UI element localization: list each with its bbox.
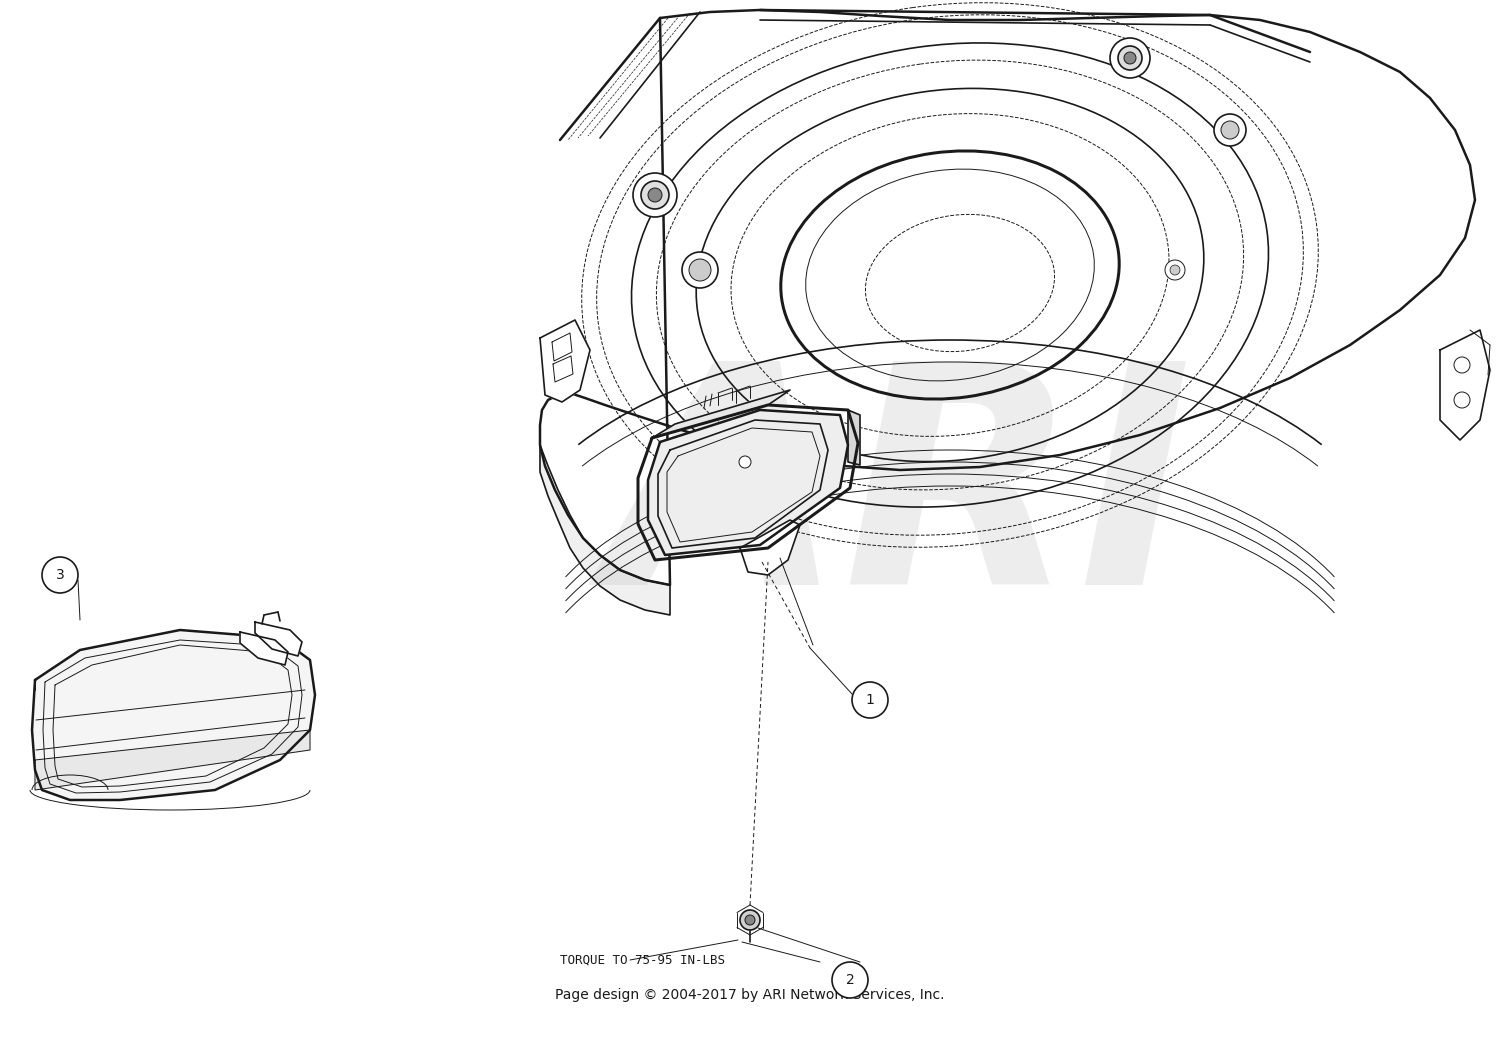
Circle shape (1166, 260, 1185, 280)
Circle shape (1124, 52, 1136, 64)
Circle shape (852, 682, 888, 718)
Circle shape (1214, 114, 1246, 146)
Text: 3: 3 (56, 568, 64, 582)
Circle shape (740, 456, 752, 468)
Circle shape (740, 910, 760, 930)
Text: Page design © 2004-2017 by ARI Network Services, Inc.: Page design © 2004-2017 by ARI Network S… (555, 988, 945, 1002)
Polygon shape (540, 10, 1474, 585)
Circle shape (1454, 357, 1470, 373)
Circle shape (1110, 38, 1150, 78)
Polygon shape (255, 622, 302, 656)
Text: TORQUE TO 75-95 IN-LBS: TORQUE TO 75-95 IN-LBS (560, 953, 724, 966)
Circle shape (633, 173, 676, 217)
Circle shape (746, 915, 754, 925)
Text: ARI: ARI (608, 352, 1192, 648)
Circle shape (688, 259, 711, 281)
Polygon shape (32, 630, 315, 800)
Polygon shape (540, 320, 590, 402)
Polygon shape (34, 730, 310, 790)
Polygon shape (847, 410, 859, 465)
Polygon shape (240, 632, 288, 665)
Polygon shape (540, 445, 670, 615)
Circle shape (1454, 392, 1470, 408)
Text: 2: 2 (846, 973, 855, 987)
Polygon shape (652, 390, 790, 438)
Circle shape (640, 181, 669, 209)
Text: 1: 1 (865, 693, 874, 707)
Circle shape (1221, 121, 1239, 139)
Polygon shape (648, 410, 847, 555)
Circle shape (1170, 265, 1180, 275)
Circle shape (1118, 46, 1142, 71)
Circle shape (682, 252, 718, 288)
Polygon shape (740, 520, 800, 574)
Circle shape (648, 188, 662, 202)
Polygon shape (1440, 330, 1490, 440)
Circle shape (833, 962, 868, 998)
Circle shape (42, 557, 78, 593)
